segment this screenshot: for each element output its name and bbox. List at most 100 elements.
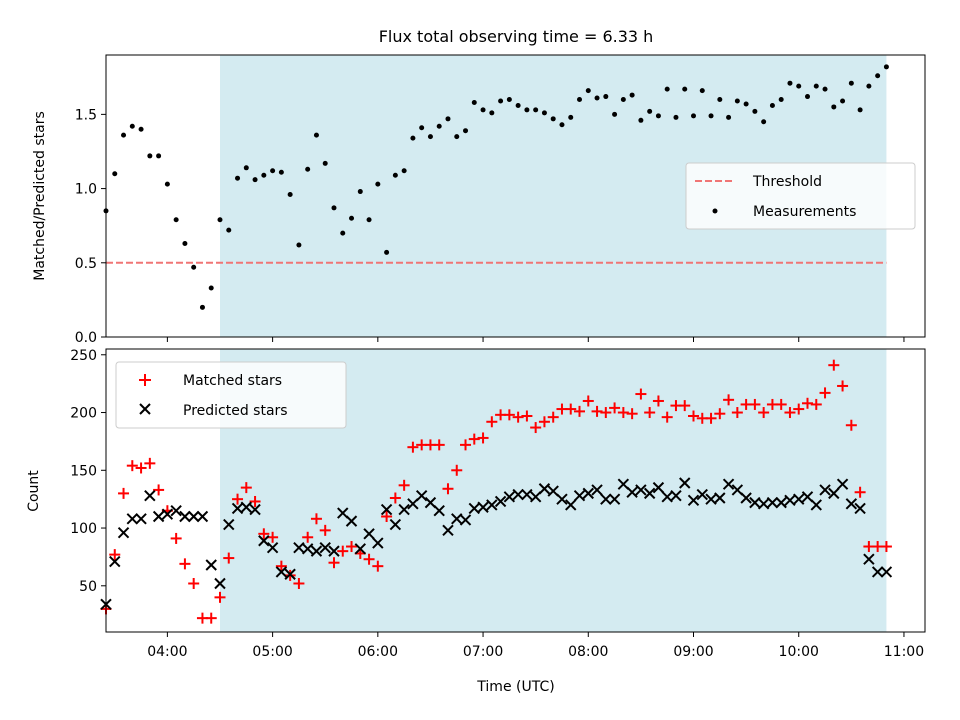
matched-star-point [319,524,331,536]
measurement-point [112,171,118,177]
matched-star-point [731,407,743,419]
matched-star-point [486,416,498,428]
measurement-point [769,102,775,108]
matched-star-point [565,403,577,415]
measurement-point [612,111,618,117]
measurement-point [743,101,749,107]
matched-star-point [346,541,358,553]
measurement-point [445,116,451,122]
matched-star-point [118,487,130,499]
predicted-star-point [880,566,893,578]
measurement-point [533,107,539,113]
measurement-point [305,166,311,172]
matched-star-point [880,541,892,553]
measurement-point [208,285,214,291]
matched-star-point [293,577,305,589]
measurement-point [620,97,626,103]
measurement-point [410,135,416,141]
predicted-star-point [801,491,814,503]
legend-predicted-swatch [139,403,151,415]
matched-star-point [214,591,226,603]
predicted-star-point [670,489,682,502]
matched-star-point [854,486,866,498]
matched-star-point [153,484,165,496]
measurement-point [366,217,372,223]
y-tick-label: 0.5 [75,256,97,272]
measurement-point [340,230,346,236]
figure-title: Flux total observing time = 6.33 h [379,27,654,46]
predicted-star-point [249,503,261,516]
measurement-point [384,249,390,255]
measurement-point [278,169,284,175]
predicted-star-point [828,487,840,500]
predicted-star-point [766,496,779,509]
matched-star-point [468,433,480,445]
measurement-point [217,217,223,223]
top-legend: Threshold Measurements [685,162,916,230]
measurement-point [226,227,232,233]
matched-star-point [538,416,550,428]
measurement-point [603,94,609,100]
measurement-point [515,102,521,108]
x-tick-label: 07:00 [463,644,503,660]
predicted-star-point [126,513,139,525]
predicted-star-point [626,486,638,498]
measurement-point [147,153,153,159]
predicted-star-point [863,553,875,565]
predicted-star-point [214,577,226,590]
measurement-point [454,134,460,140]
measurement-point [261,172,267,178]
matched-star-point [363,553,375,565]
measurement-point [498,98,504,104]
matched-star-point [521,410,533,422]
top-x-ticks [166,337,905,342]
matched-star-point [591,405,603,417]
matched-star-point [530,422,542,434]
measurement-point [322,160,328,166]
predicted-star-point [775,496,787,509]
predicted-star-point [144,489,156,502]
measurement-point [866,83,872,89]
measurement-point [506,97,512,103]
matched-star-point [661,411,673,423]
predicted-star-point [389,518,402,531]
measurement-point [191,264,197,270]
predicted-star-point [170,505,182,517]
measurement-point [252,177,258,183]
measurement-point [357,189,363,195]
measurement-point [699,88,705,94]
matched-star-point [135,462,147,474]
predicted-star-point [345,515,358,527]
legend-matched-label: Matched stars [183,373,282,389]
predicted-star-point [354,543,367,555]
predicted-star-point [152,510,165,523]
predicted-star-point [565,499,577,511]
matched-star-point [503,409,515,421]
measurement-point [778,97,784,103]
predicted-star-point [635,484,647,496]
measurement-point [121,132,127,138]
x-tick-label: 09:00 [673,644,713,660]
top-y-ticks: 0.0 0.5 1.0 1.5 [75,107,106,346]
predicted-star-point [652,481,665,494]
predicted-star-point [275,566,288,578]
matched-star-point [433,439,445,451]
measurement-point [813,83,819,89]
measurement-point [585,88,591,94]
matched-star-point [705,412,717,424]
matched-star-point [828,359,840,371]
predicted-star-point [529,491,542,503]
matched-star-point [749,398,761,410]
x-tick-label: 08:00 [568,644,608,660]
predicted-star-point [810,499,822,511]
y-tick-label: 1.5 [75,107,97,123]
predicted-star-point [679,477,691,489]
measurement-point [804,94,810,100]
measurement-point [831,104,837,110]
predicted-star-point [319,541,331,554]
measurement-point [156,153,162,159]
matched-star-point [652,395,664,407]
matched-star-point [258,528,270,540]
matched-star-point [179,558,191,570]
